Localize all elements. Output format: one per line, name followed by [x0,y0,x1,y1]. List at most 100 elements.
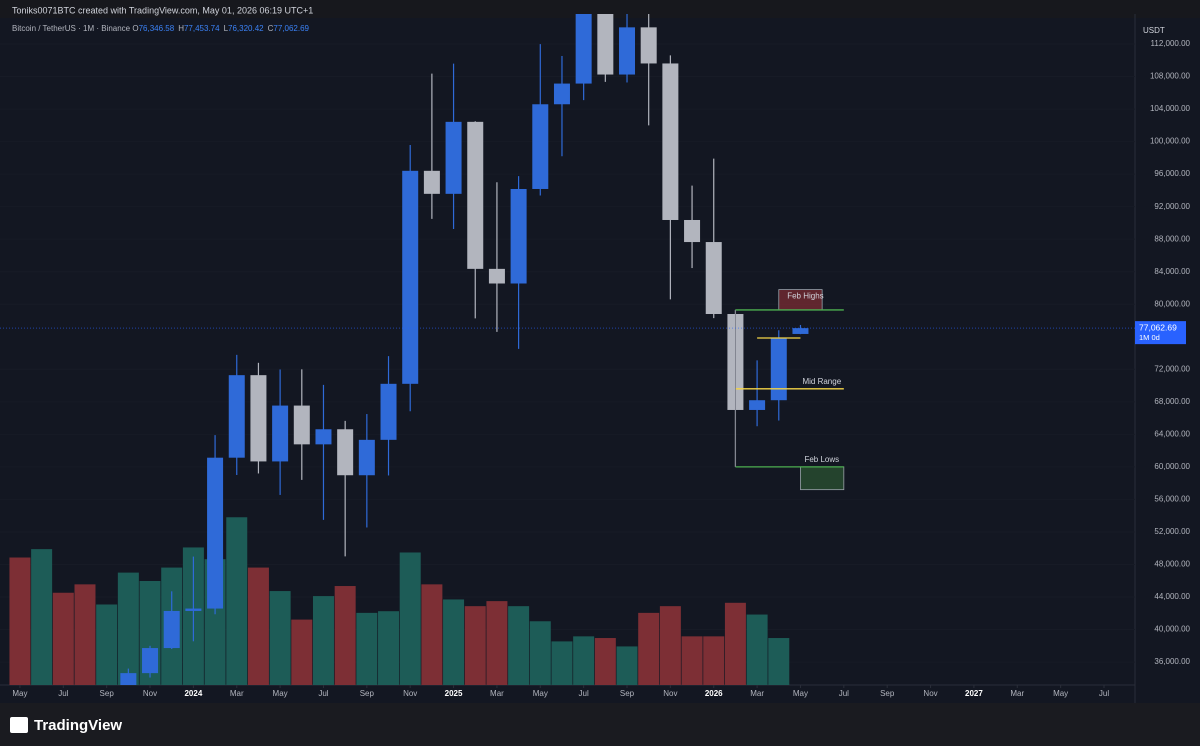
candle-body [337,429,354,476]
volume-bar [399,552,421,685]
volume-bar [31,549,53,685]
x-tick-label: Sep [360,689,375,698]
x-tick-label: Mar [490,689,504,698]
volume-bar [9,557,31,685]
candle-body [488,268,505,284]
symbol: Bitcoin / TetherUS · 1M · Binance [12,24,131,33]
candle-body [770,337,787,401]
candle-body [272,405,289,462]
x-tick-label: Jul [58,689,68,698]
volume-bar [746,614,768,685]
y-tick-label: 60,000.00 [1154,462,1190,471]
candle-body [619,27,636,75]
ohlc-key: L [223,24,229,33]
volume-bar [659,606,681,685]
y-tick-label: 56,000.00 [1154,495,1190,504]
price-tag-value: 77,062.69 [1139,322,1177,332]
x-tick-label: May [793,689,808,698]
candle-body [553,83,570,105]
ohlc-key: O [132,24,139,33]
candle-body [792,328,809,334]
y-tick-label: 108,000.00 [1150,72,1191,81]
candle-body [358,439,375,476]
x-tick-label: 2026 [705,689,723,698]
x-tick-label: Nov [923,689,937,698]
y-tick-label: 44,000.00 [1154,592,1190,601]
y-tick-label: 36,000.00 [1154,657,1190,666]
candle-body [597,14,614,75]
candle-body [315,429,332,445]
volume-bar [508,606,530,685]
candle-body [185,608,202,611]
y-tick-label: 112,000.00 [1151,39,1191,48]
candle-body [749,400,766,410]
volume-bar [139,580,161,685]
candle-body [402,170,419,384]
zone-box [800,466,845,491]
candle-body [207,457,224,609]
volume-bar [291,619,313,685]
y-tick-label: 84,000.00 [1154,267,1190,276]
volume-bar [334,586,356,685]
x-tick-label: Jul [839,689,849,698]
candle-body [163,610,180,649]
candle-body [250,375,267,462]
x-tick-label: Jul [579,689,589,698]
y-tick-label: 52,000.00 [1154,527,1190,536]
candle-body [380,383,397,440]
volume-bar [768,638,790,685]
x-tick-label: 2024 [184,689,202,698]
logo-icon [10,717,28,733]
y-tick-label: 64,000.00 [1154,429,1190,438]
y-tick-label: 92,000.00 [1154,202,1190,211]
volume-bar [96,604,118,685]
x-tick-label: Nov [663,689,677,698]
y-tick-label: 96,000.00 [1154,169,1190,178]
volume-bar [226,517,248,685]
volume-bar [529,621,551,685]
top-bar [0,0,1200,18]
y-tick-label: 88,000.00 [1154,234,1190,243]
ohlc-value: 76,320.42 [228,24,264,33]
y-tick-label: 68,000.00 [1154,397,1190,406]
candle-body [228,375,245,458]
candle-body [662,63,679,220]
x-tick-label: Jul [318,689,328,698]
candle-body [142,648,159,674]
volume-bar [161,567,183,685]
volume-bar [269,591,291,685]
x-tick-label: 2027 [965,689,983,698]
volume-bar [421,584,443,685]
volume-bar [616,646,638,685]
x-tick-label: Sep [100,689,115,698]
x-tick-label: May [273,689,288,698]
volume-bar [464,606,486,685]
x-tick-label: Mar [1010,689,1024,698]
candle-body [467,121,484,269]
ohlc-key: C [267,24,274,33]
ohlc-value: 77,062.69 [273,24,309,33]
brand: TradingView [34,717,122,734]
x-tick-label: Nov [403,689,417,698]
volume-bar [573,636,595,685]
volume-bar [486,601,508,685]
volume-bar [638,612,660,685]
candle-body [727,314,744,410]
annotation-label: Feb Highs [787,292,823,301]
x-tick-label: Mar [750,689,764,698]
volume-bar [312,596,334,685]
volume-bar [117,572,139,685]
x-tick-label: 2025 [445,689,463,698]
volume-bar [703,636,725,685]
volume-bar [594,638,616,685]
volume-bar [247,567,269,685]
ohlc-value: 76,346.58 [138,24,175,33]
y-tick-label: 40,000.00 [1154,625,1190,634]
y-tick-label: 100,000.00 [1150,137,1191,146]
candle-body [445,121,462,194]
price-tag [1135,321,1186,345]
volume-bar [378,611,400,685]
x-tick-label: May [1053,689,1068,698]
x-tick-label: May [12,689,27,698]
